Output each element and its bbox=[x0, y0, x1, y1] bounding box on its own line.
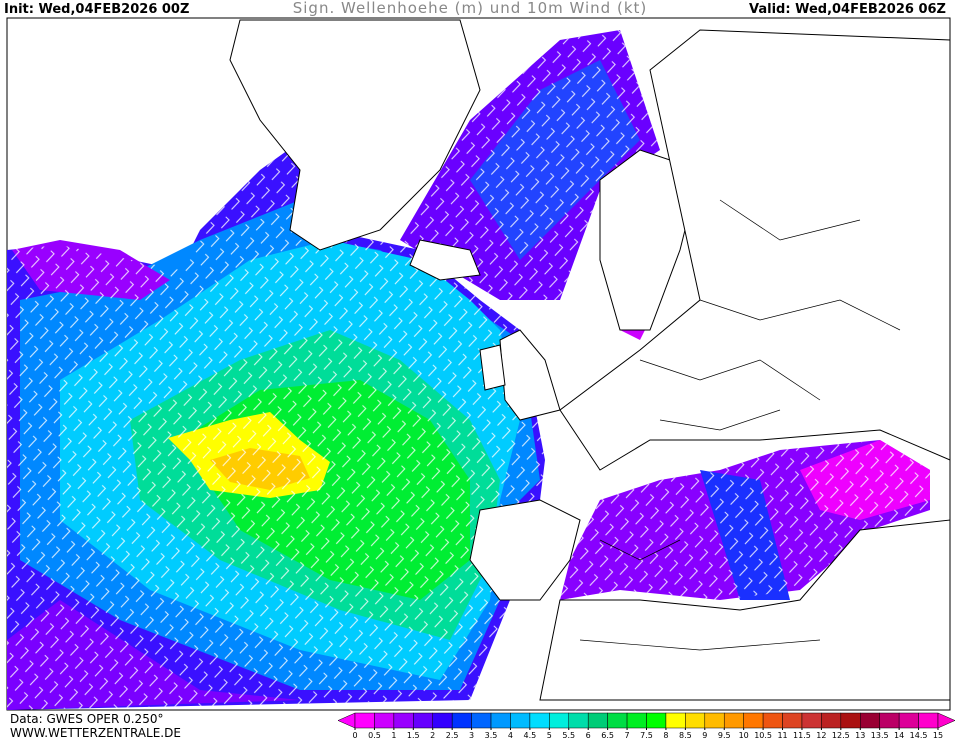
tick-label: 9 bbox=[702, 731, 707, 740]
valid-label: Valid: Wed,04FEB2026 06Z bbox=[749, 2, 946, 17]
color-box bbox=[549, 712, 570, 729]
color-box bbox=[879, 712, 900, 729]
tick-label: 8 bbox=[663, 731, 668, 740]
color-box bbox=[743, 712, 764, 729]
tick-label: 7.5 bbox=[640, 731, 653, 740]
borders bbox=[579, 199, 901, 651]
color-box bbox=[471, 712, 492, 729]
site-url: WWW.WETTERZENTRALE.DE bbox=[10, 726, 181, 740]
tick-label: 8.5 bbox=[679, 731, 692, 740]
data-source: Data: GWES OPER 0.250° bbox=[10, 712, 163, 726]
tick-label: 13.5 bbox=[871, 731, 889, 740]
color-box bbox=[607, 712, 628, 729]
tick-label: 1.5 bbox=[407, 731, 420, 740]
tick-label: 6.5 bbox=[601, 731, 614, 740]
tick-label: 2.5 bbox=[446, 731, 459, 740]
tick-label: 11 bbox=[777, 731, 787, 740]
colorbar-arrow-right bbox=[937, 712, 956, 729]
color-box bbox=[665, 712, 686, 729]
colorbar: 0 0.5 1 1.5 2 2.5 3 3.5 4 4.5 5 5.5 6 6.5 7 7.5 8 8.5 9 9.5… bbox=[337, 712, 956, 740]
color-box bbox=[918, 712, 939, 729]
color-box bbox=[413, 712, 433, 729]
colorbar-arrow-left bbox=[337, 712, 356, 729]
tick-label: 0 bbox=[352, 731, 357, 740]
tick-label: 3 bbox=[469, 731, 474, 740]
color-box bbox=[529, 712, 550, 729]
color-box bbox=[685, 712, 706, 729]
color-box bbox=[490, 712, 511, 729]
tick-label: 1 bbox=[391, 731, 396, 740]
tick-label: 15 bbox=[933, 731, 943, 740]
color-box bbox=[451, 712, 472, 729]
tick-label: 7 bbox=[625, 731, 630, 740]
color-box bbox=[626, 712, 647, 729]
color-box bbox=[762, 712, 783, 729]
tick-label: 3.5 bbox=[485, 731, 498, 740]
color-box bbox=[587, 712, 608, 729]
color-box bbox=[646, 712, 667, 729]
tick-label: 4 bbox=[508, 731, 513, 740]
color-box bbox=[354, 712, 375, 729]
tick-label: 12 bbox=[816, 731, 826, 740]
tick-label: 14 bbox=[894, 731, 904, 740]
color-box bbox=[821, 712, 842, 729]
color-box bbox=[840, 712, 861, 729]
color-box bbox=[801, 712, 822, 729]
color-box bbox=[374, 712, 395, 729]
tick-label: 2 bbox=[430, 731, 435, 740]
color-box bbox=[704, 712, 725, 729]
color-box bbox=[432, 712, 453, 729]
tick-label: 6 bbox=[586, 731, 591, 740]
tick-label: 5.5 bbox=[562, 731, 575, 740]
tick-label: 13 bbox=[855, 731, 865, 740]
tick-label: 4.5 bbox=[524, 731, 537, 740]
color-box bbox=[782, 712, 803, 729]
tick-label: 0.5 bbox=[368, 731, 381, 740]
color-box bbox=[860, 712, 880, 729]
title: Sign. Wellenhoehe (m) und 10m Wind (kt) bbox=[293, 0, 648, 17]
tick-label: 11.5 bbox=[793, 731, 811, 740]
tick-label: 10.5 bbox=[754, 731, 772, 740]
tick-label: 5 bbox=[547, 731, 552, 740]
tick-label: 12.5 bbox=[832, 731, 850, 740]
color-box bbox=[568, 712, 589, 729]
init-label: Init: Wed,04FEB2026 00Z bbox=[4, 2, 189, 17]
tick-label: 14.5 bbox=[910, 731, 928, 740]
color-box bbox=[898, 712, 919, 729]
land bbox=[229, 19, 951, 701]
color-box bbox=[393, 712, 414, 729]
tick-label: 10 bbox=[739, 731, 749, 740]
color-box bbox=[723, 712, 744, 729]
tick-label: 9.5 bbox=[718, 731, 731, 740]
color-box bbox=[510, 712, 531, 729]
